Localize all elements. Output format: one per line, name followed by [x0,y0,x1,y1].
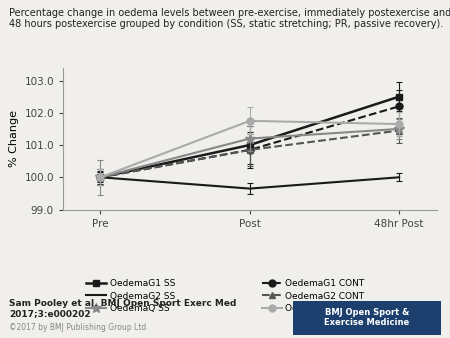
OedemaG1 SS [396,95,402,99]
OedemaQ SS [396,127,402,131]
Line: OedemaG1 CONT: OedemaG1 CONT [97,103,403,181]
OedemaG2 CONT [98,175,103,179]
OedemaG1 CONT [98,175,103,179]
OedemaQ SS [247,137,252,141]
OedemaG2 SS [98,175,103,179]
Line: OedemaQ CONT: OedemaQ CONT [97,117,403,181]
OedemaG2 CONT [247,148,252,152]
OedemaG2 CONT [396,128,402,132]
Line: OedemaG2 CONT: OedemaG2 CONT [97,127,403,181]
Text: 48 hours postexercise grouped by condition (SS, static stretching; PR, passive r: 48 hours postexercise grouped by conditi… [9,19,443,29]
OedemaG1 CONT [396,104,402,108]
Legend: OedemaG1 CONT, OedemaG2 CONT, OedemaQ CONT: OedemaG1 CONT, OedemaG2 CONT, OedemaQ CO… [262,280,364,313]
OedemaQ CONT [98,175,103,179]
OedemaG2 SS [396,175,402,179]
Line: OedemaQ SS: OedemaQ SS [95,124,404,182]
OedemaQ CONT [247,119,252,123]
Text: Percentage change in oedema levels between pre-exercise, immediately postexercis: Percentage change in oedema levels betwe… [9,8,450,19]
OedemaG1 SS [247,143,252,147]
OedemaG1 CONT [247,148,252,152]
Line: OedemaG2 SS: OedemaG2 SS [100,177,399,189]
OedemaG1 SS [98,175,103,179]
Text: ©2017 by BMJ Publishing Group Ltd: ©2017 by BMJ Publishing Group Ltd [9,323,146,332]
OedemaQ SS [98,175,103,179]
Text: BMJ Open Sport &
Exercise Medicine: BMJ Open Sport & Exercise Medicine [324,308,410,328]
Text: Sam Pooley et al. BMJ Open Sport Exerc Med
2017;3:e000202: Sam Pooley et al. BMJ Open Sport Exerc M… [9,299,236,318]
OedemaG2 SS [247,187,252,191]
Line: OedemaG1 SS: OedemaG1 SS [97,93,403,181]
OedemaQ CONT [396,122,402,126]
Y-axis label: % Change: % Change [9,110,19,167]
